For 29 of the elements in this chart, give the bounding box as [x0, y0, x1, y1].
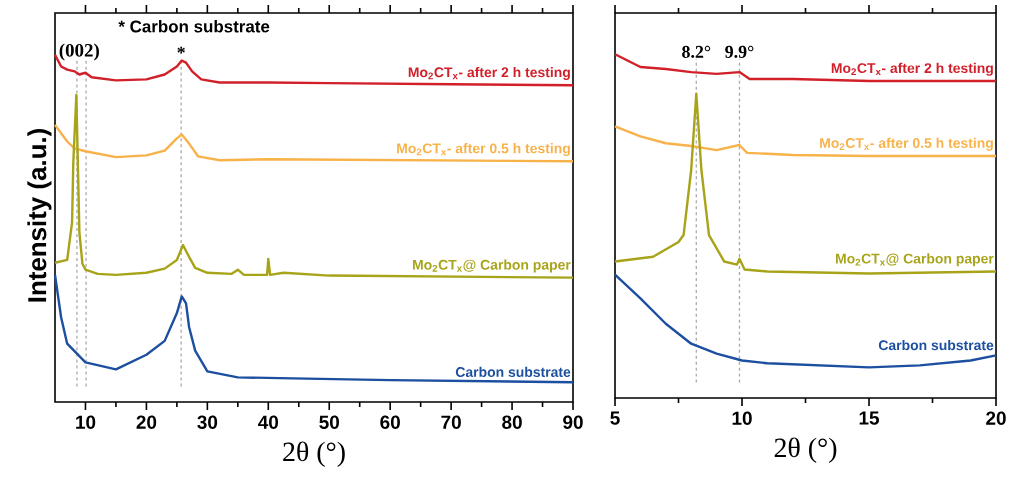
x-tick-label: 15: [859, 411, 880, 425]
ref-line-label: *: [177, 46, 185, 54]
x-tick-label: 20: [986, 411, 1006, 425]
series-label: Mo$_{2}$CT$_{x}$@ Carbon paper: [836, 253, 994, 267]
x-tick-label: 20: [136, 415, 157, 429]
x-tick-label: 60: [380, 415, 400, 429]
x-tick-label: 90: [563, 415, 583, 429]
series-label: Mo$_{2}$CT$_{x}$- after 2 h testing: [831, 62, 993, 76]
text: * Carbon substrate: [118, 20, 270, 33]
series-label: Carbon substrate: [455, 366, 571, 378]
x-axis-title: 2θ (°): [774, 437, 837, 463]
x-tick-label: 5: [610, 411, 620, 425]
x-tick-label: 30: [197, 415, 218, 429]
x-tick-label: 80: [502, 415, 522, 429]
ref-line-label: 8.2°: [682, 45, 711, 58]
x-tick-label: 10: [76, 415, 96, 429]
series-label: Carbon substrate: [878, 339, 994, 351]
series-label: Mo$_{2}$CT$_{x}$- after 0.5 h testing: [820, 137, 993, 151]
x-tick-label: 70: [441, 415, 461, 429]
series-label: Mo$_{2}$CT$_{x}$- after 2 h testing: [408, 66, 570, 81]
x-tick-label: 40: [258, 415, 279, 429]
ref-line-label: 9.9°: [725, 45, 754, 58]
series-label: Mo$_{2}$CT$_{x}$- after 0.5 h testing: [397, 143, 570, 157]
x-axis-title: 2θ (°): [283, 441, 345, 467]
y-axis-title: Intensity (a.u.): [27, 129, 52, 302]
x-tick-label: 10: [732, 411, 752, 425]
x-tick-label: 50: [319, 415, 339, 429]
annotation: (002): [59, 43, 99, 61]
series-label: Mo$_{2}$CT$_{x}$@ Carbon paper: [413, 259, 571, 273]
